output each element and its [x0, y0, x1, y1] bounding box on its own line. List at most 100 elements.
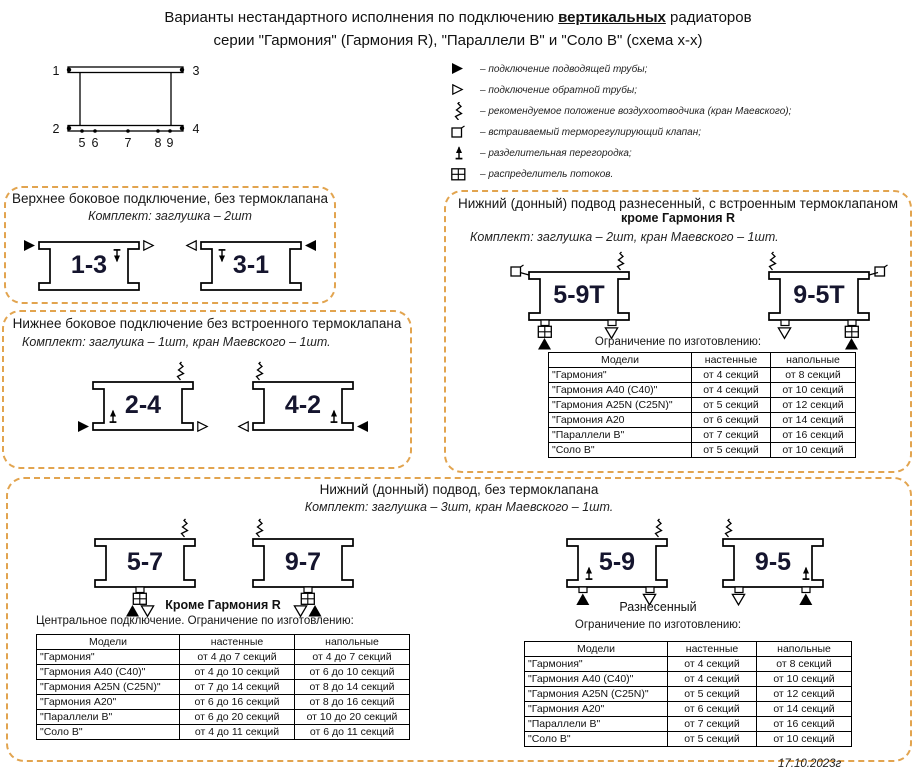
table-header-cell: напольные [756, 640, 852, 658]
table-cell: "Гармония А40 (С40)" [548, 382, 692, 399]
air-vent-icon [616, 251, 625, 271]
table-row: "Гармония" от 4 секций от 8 секций [524, 656, 852, 673]
diagram-4-2: 4-2 [238, 361, 368, 432]
port-dot-3 [179, 67, 185, 72]
table-cell: от 10 до 20 секций [294, 709, 410, 726]
table-cell: от 6 до 20 секций [179, 709, 295, 726]
port-stub [540, 319, 550, 327]
supply-triangle-icon [448, 60, 470, 78]
table-cell: от 8 до 14 секций [294, 679, 410, 696]
table-row: "Гармония А20 от 6 секций от 14 секций [548, 412, 856, 429]
legend-item-label: – подключение подводящей трубы; [480, 63, 648, 75]
drawing-date: 17.10.2023г [778, 758, 842, 770]
spread-restriction-note: Ограничение по изготовлению: [574, 619, 742, 631]
legend: – подключение подводящей трубы; – подклю… [448, 60, 912, 183]
table-row: "Гармония" от 4 секций от 8 секций [548, 367, 856, 384]
table-header-row: Модели настенные напольные [36, 633, 410, 651]
table-row: "Гармония А40 (С40)" от 4 секций от 10 сек… [548, 382, 856, 399]
return-triangle-icon [186, 240, 197, 251]
port-dot-7 [126, 129, 130, 133]
diagram-label: 1-3 [71, 251, 107, 279]
port-number-2: 2 [53, 122, 60, 136]
restriction-table: Модели настенные напольные "Гармония" от 4 с… [548, 351, 856, 459]
air-vent-icon [255, 518, 264, 538]
table-row: "Гармония А40 (С40)" от 4 до 10 секций от … [36, 664, 410, 681]
diagram-5-7: 5-7 [94, 518, 196, 617]
table-cell: "Гармония" [36, 649, 180, 666]
diagram-label: 5-7 [127, 548, 163, 576]
title-line2: серии "Гармония" (Гармония R), "Параллел… [213, 32, 703, 49]
thermo-valve-icon [874, 264, 889, 277]
table-cell: от 6 секций [667, 701, 757, 718]
table-row: "Параллели В" от 7 секций от 16 секций [548, 427, 856, 444]
port-number-8: 8 [155, 136, 162, 150]
legend-item-label: – подключение обратной трубы; [480, 84, 637, 96]
top-header-bar [67, 66, 184, 74]
section-title: Нижнее боковое подключение без встроенно… [12, 316, 402, 331]
radiator-body [200, 241, 302, 291]
table-cell: от 4 секций [667, 656, 757, 673]
port-stub [734, 586, 744, 594]
table-cell: от 12 секций [770, 397, 856, 414]
table-cell: от 6 до 11 секций [294, 724, 410, 741]
table-cell: "Гармония А25N (С25N)" [36, 679, 180, 696]
title-line1-emphasis: вертикальных [558, 9, 666, 26]
table-cell: "Гармония А25N (С25N)" [548, 397, 692, 414]
table-row: "Параллели В" от 7 секций от 16 секций [524, 716, 852, 733]
port-dot-5 [80, 129, 84, 133]
table-row: "Параллели В" от 6 до 20 секций от 10 до 2… [36, 709, 410, 726]
divider-icon [448, 144, 470, 162]
table-cell: от 7 до 14 секций [179, 679, 295, 696]
table-row: "Соло В" от 4 до 11 секций от 6 до 11 секц… [36, 724, 410, 741]
diagram-label: 9-7 [285, 548, 321, 576]
legend-item-label: – рекомендуемое положение воздухоотводчи… [480, 105, 792, 117]
diagram-label: 4-2 [285, 391, 321, 419]
table-cell: от 14 секций [756, 701, 852, 718]
radiator-body [252, 381, 354, 431]
legend-item: – разделительная перегородка; [448, 144, 912, 162]
page-title: Варианты нестандартного исполнения по по… [0, 6, 916, 52]
overview-schematic: 1 3 2 4 5 6 7 8 9 [53, 64, 200, 150]
table-cell: "Соло В" [548, 442, 692, 459]
port-number-9: 9 [167, 136, 174, 150]
radiator-body [94, 538, 196, 588]
port-number-4: 4 [193, 122, 200, 136]
table-cell: от 10 секций [756, 731, 852, 748]
legend-item: – рекомендуемое положение воздухоотводчи… [448, 102, 912, 120]
table-cell: "Гармония" [524, 656, 668, 673]
table-cell: от 8 секций [756, 656, 852, 673]
radiator-body [92, 381, 194, 431]
table-cell: "Гармония А20 [548, 412, 692, 429]
port-stub [135, 586, 145, 594]
spread-restriction-table: Модели настенные напольные "Гармония" от 4 с… [524, 640, 852, 748]
table-header-cell: напольные [770, 351, 856, 369]
table-cell: от 4 секций [667, 671, 757, 688]
diagram-3-1: 3-1 [186, 240, 316, 291]
port-number-5: 5 [79, 136, 86, 150]
port-dot-2 [66, 126, 72, 131]
title-line1-post: радиаторов [665, 9, 752, 26]
air-vent-icon [654, 518, 663, 538]
restriction-note: Ограничение по изготовлению: [594, 336, 762, 348]
port-stub [801, 586, 811, 594]
table-cell: от 5 секций [691, 397, 771, 414]
table-cell: от 4 секций [691, 367, 771, 384]
table-cell: "Гармония А25N (С25N)" [524, 686, 668, 703]
radiator-body [566, 538, 668, 588]
port-dot-8 [156, 129, 160, 133]
table-cell: от 8 до 16 секций [294, 694, 410, 711]
title-line1-pre: Варианты нестандартного исполнения по по… [164, 9, 559, 26]
supply-triangle-icon [305, 240, 316, 251]
table-cell: от 4 до 11 секций [179, 724, 295, 741]
section-subtitle: Комплект: заглушка – 2шт [88, 209, 252, 223]
valve-connector-line [519, 271, 530, 276]
diagram-label: 3-1 [233, 251, 269, 279]
table-header-cell: Модели [524, 640, 668, 658]
return-triangle-icon [448, 81, 470, 99]
return-triangle-icon [143, 240, 154, 251]
air-vent-icon [176, 361, 185, 381]
supply-triangle-icon [78, 421, 89, 432]
central-restriction-note: Центральное подключение. Ограничение по … [36, 615, 354, 627]
supply-triangle-icon [24, 240, 35, 251]
